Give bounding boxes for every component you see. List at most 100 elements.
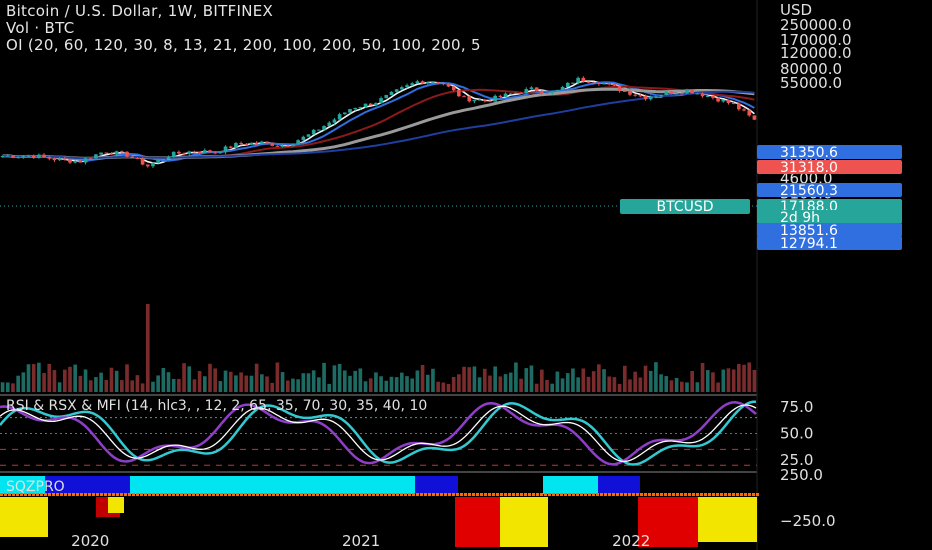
squeeze-dot — [292, 493, 295, 496]
squeeze-dot — [280, 493, 283, 496]
squeeze-dot — [72, 493, 75, 496]
volume-bar — [519, 378, 523, 392]
squeeze-dot — [712, 493, 715, 496]
squeeze-state-bar — [262, 476, 415, 494]
volume-bar — [534, 383, 539, 392]
squeeze-dot — [344, 493, 347, 496]
candle-body — [368, 103, 373, 106]
volume-bar — [436, 381, 440, 392]
squeeze-dot — [316, 493, 319, 496]
candle-body — [0, 155, 5, 158]
candle-body — [617, 85, 622, 91]
squeeze-state-bar — [415, 476, 458, 494]
candle-body — [260, 141, 264, 144]
candle-body — [317, 129, 321, 131]
volume-bar — [21, 372, 26, 392]
volume-bar — [42, 373, 46, 392]
squeeze-dot — [364, 493, 367, 496]
candle-body — [342, 112, 347, 115]
price-label-box — [757, 183, 902, 197]
squeeze-histogram — [455, 497, 500, 547]
squeeze-dot — [744, 493, 747, 496]
candle-body — [695, 93, 700, 95]
squeeze-dot — [204, 493, 207, 496]
volume-bar — [317, 377, 321, 392]
candle-body — [228, 146, 233, 148]
volume-bar — [327, 383, 332, 392]
squeeze-dot — [472, 493, 475, 496]
squeeze-dot — [168, 493, 171, 496]
squeeze-dot — [312, 493, 315, 496]
candle-body — [472, 100, 477, 102]
squeeze-dot — [420, 493, 423, 496]
candle-body — [83, 158, 88, 163]
volume-bar — [400, 372, 404, 392]
volume-bar — [337, 363, 342, 392]
candle-body — [348, 109, 352, 113]
candlesticks — [0, 76, 757, 169]
squeeze-dot — [88, 493, 91, 496]
candle-body — [503, 93, 508, 97]
volume-bar — [260, 374, 264, 392]
squeeze-dot — [400, 493, 403, 496]
squeeze-dot — [96, 493, 99, 496]
candle-body — [52, 158, 57, 161]
volume-bar — [192, 379, 197, 392]
squeeze-dot — [16, 493, 19, 496]
squeeze-dot — [416, 493, 419, 496]
volume-bar — [591, 371, 596, 392]
squeeze-dot — [36, 493, 39, 496]
price-label-box — [757, 199, 902, 213]
volume-bar — [581, 368, 586, 392]
volume-bar — [514, 362, 518, 392]
volume-bar — [415, 370, 420, 392]
candle-body — [192, 151, 197, 153]
volume-bar — [617, 383, 622, 392]
volume-bar — [503, 374, 508, 392]
squeeze-dot — [52, 493, 55, 496]
squeeze-dot — [640, 493, 643, 496]
candle-body — [166, 157, 171, 160]
candle-body — [208, 150, 212, 153]
candle-body — [5, 155, 10, 157]
squeeze-dot — [688, 493, 691, 496]
volume-bar — [99, 372, 103, 392]
volume-bar — [135, 375, 140, 392]
volume-bar — [187, 366, 192, 392]
candle-body — [202, 150, 207, 153]
squeeze-dot — [20, 493, 23, 496]
candle-body — [690, 90, 695, 94]
squeeze-dot — [348, 493, 351, 496]
squeeze-dot — [68, 493, 71, 496]
candle-body — [57, 158, 62, 161]
volume-bar — [145, 303, 150, 392]
candle-body — [394, 89, 399, 92]
squeeze-dot — [424, 493, 427, 496]
price-label-box — [757, 210, 902, 224]
candle-body — [88, 158, 93, 160]
squeeze-state-bar — [598, 476, 640, 494]
squeeze-dot — [140, 493, 143, 496]
candle-body — [711, 95, 715, 98]
candle-body — [31, 155, 36, 158]
squeeze-dot — [392, 493, 395, 496]
candle-body — [161, 159, 166, 161]
volume-bars — [0, 303, 757, 392]
candle-body — [514, 92, 518, 94]
candle-body — [431, 82, 435, 84]
volume-bar — [586, 376, 591, 392]
squeeze-dot — [324, 493, 327, 496]
squeeze-dot — [164, 493, 167, 496]
squeeze-dot — [636, 493, 639, 496]
y-tick-label: 250000.0 — [780, 16, 852, 34]
squeeze-dot — [248, 493, 251, 496]
volume-bar — [120, 380, 124, 392]
volume-label: Vol · BTC — [6, 19, 75, 37]
candle-body — [576, 77, 580, 83]
volume-bar — [151, 381, 155, 392]
volume-bar — [249, 375, 254, 392]
squeeze-dot — [84, 493, 87, 496]
volume-bar — [239, 372, 243, 392]
chart-grid — [0, 0, 758, 550]
